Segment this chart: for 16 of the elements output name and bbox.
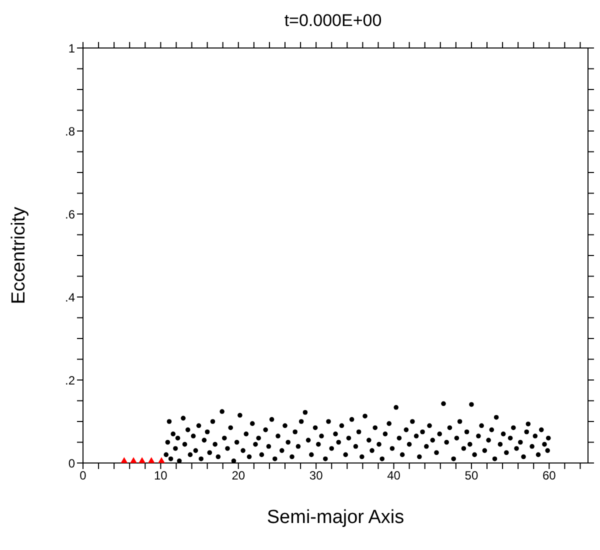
y-tick-label: .4 <box>64 290 76 304</box>
x-tick-label: 20 <box>232 468 246 483</box>
chart-title: t=0.000E+00 <box>283 10 383 32</box>
x-axis-title: Semi-major Axis <box>266 507 404 528</box>
x-tick-label: 0 <box>80 468 87 483</box>
x-tick-label: 60 <box>542 468 556 483</box>
y-tick-label: .8 <box>64 124 76 138</box>
y-tick-label: .2 <box>64 373 76 388</box>
y-tick-label: 0 <box>68 456 76 470</box>
x-tick-label: 30 <box>309 468 324 483</box>
x-tick-label: 40 <box>387 468 401 483</box>
y-axis-title: Eccentricity <box>8 206 30 304</box>
x-tick-label: 10 <box>154 468 168 483</box>
y-tick-label: .6 <box>64 207 76 222</box>
x-tick-label: 50 <box>464 468 478 483</box>
y-tick-label: 1 <box>68 41 76 56</box>
